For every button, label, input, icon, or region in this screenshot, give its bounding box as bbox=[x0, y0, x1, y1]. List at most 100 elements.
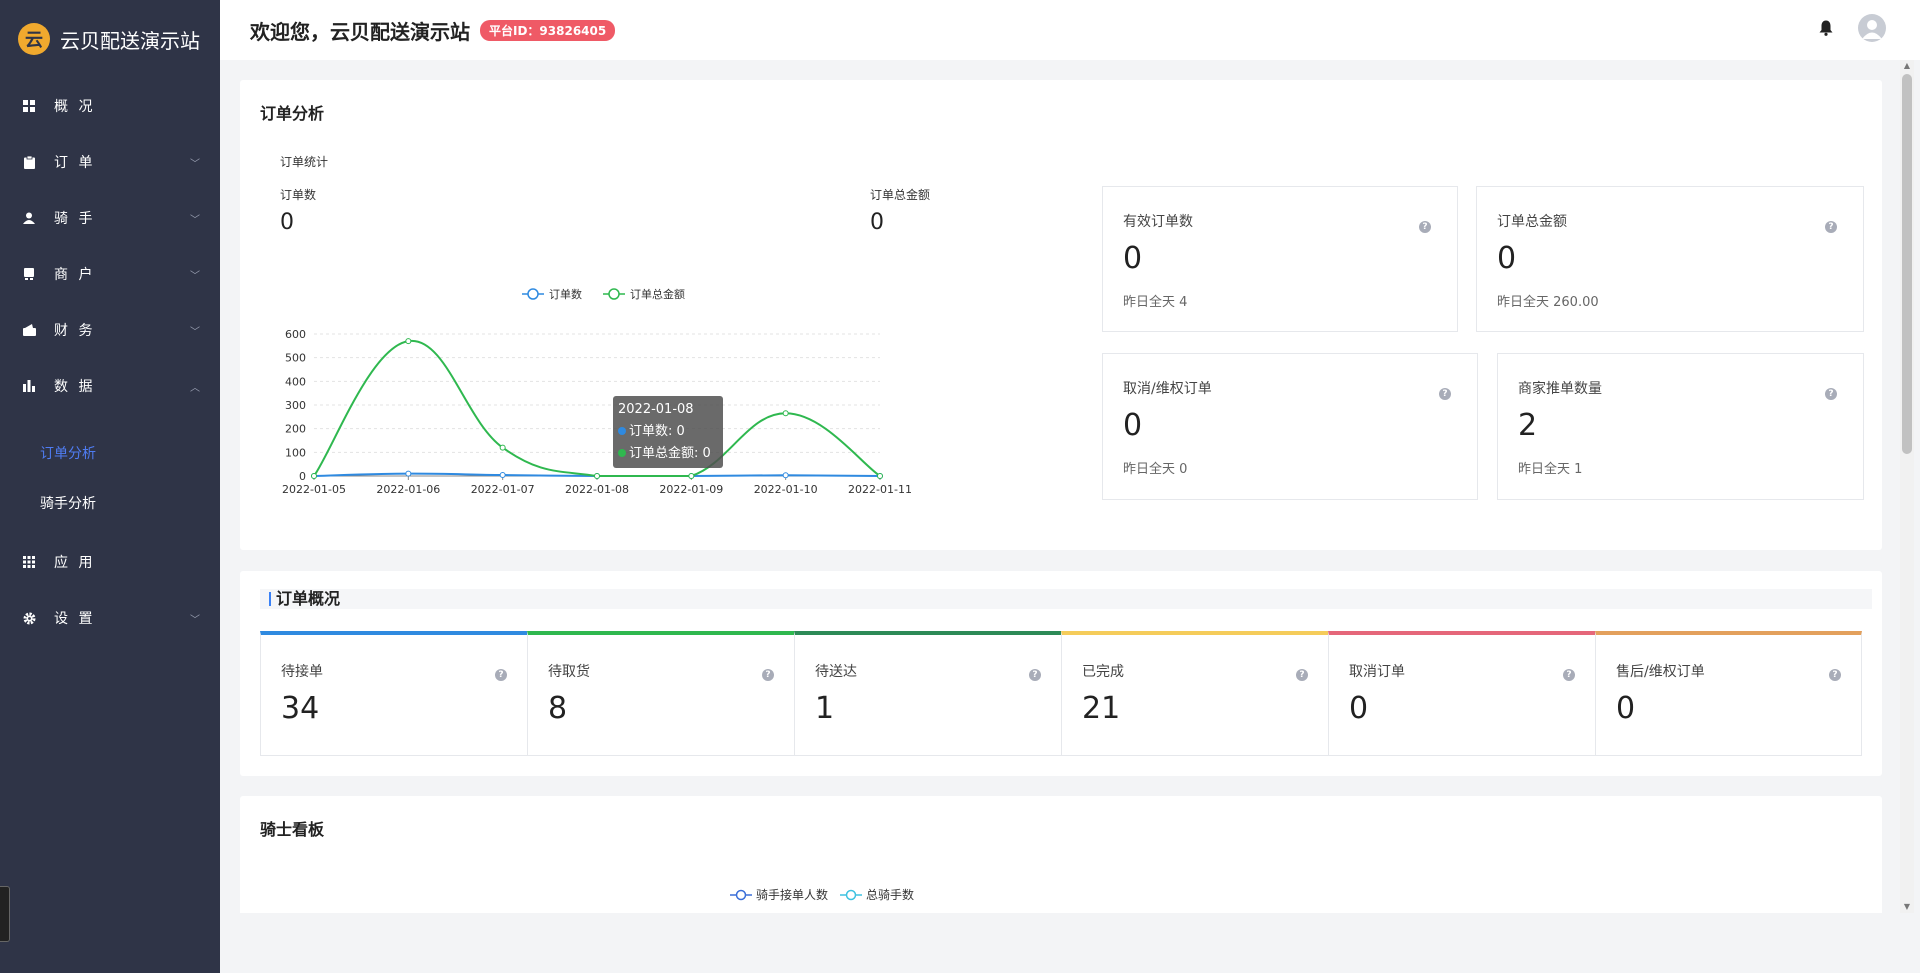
overview-stat-label: 已完成 bbox=[1082, 664, 1124, 680]
order-overview-title: 订单概况 bbox=[260, 589, 1872, 609]
avatar[interactable] bbox=[1858, 14, 1886, 42]
x-tick-label: 2022-01-05 bbox=[282, 483, 346, 496]
legend-item[interactable]: 订单总金额 bbox=[603, 287, 685, 301]
data-point[interactable] bbox=[594, 473, 600, 479]
sidebar-subitem-order-analysis[interactable]: 订单分析 bbox=[40, 446, 96, 462]
help-icon[interactable]: ? bbox=[762, 669, 774, 681]
sidebar-item-data[interactable]: 数 据 ︿ bbox=[0, 358, 220, 414]
sidebar-item-riders[interactable]: 骑 手 ﹀ bbox=[0, 190, 220, 246]
sidebar-item-label: 数 据 bbox=[54, 379, 96, 395]
brand[interactable]: 云 云贝配送演示站 bbox=[0, 0, 220, 78]
help-icon[interactable]: ? bbox=[1825, 221, 1837, 233]
order-analysis-title: 订单分析 bbox=[260, 104, 325, 123]
legend-label: 订单总金额 bbox=[630, 287, 685, 301]
sidebar-item-label: 订 单 bbox=[54, 155, 96, 171]
y-tick-label: 200 bbox=[285, 423, 306, 436]
stat-sub: 昨日全天 260.00 bbox=[1497, 295, 1599, 310]
overview-stat-box: 售后/维权订单? 0 bbox=[1595, 631, 1862, 756]
overview-stat-label: 取消订单 bbox=[1349, 664, 1405, 680]
stat-card-cancel-orders: 取消/维权订单 ? 0 昨日全天 0 bbox=[1102, 353, 1478, 500]
clipboard-icon bbox=[22, 155, 36, 169]
scrollbar-thumb[interactable] bbox=[1902, 74, 1912, 454]
sidebar-item-label: 设 置 bbox=[54, 611, 96, 627]
stat-label: 取消/维权订单 bbox=[1123, 381, 1212, 397]
help-icon[interactable]: ? bbox=[1029, 669, 1041, 681]
help-icon[interactable]: ? bbox=[1419, 221, 1431, 233]
legend-marker-icon bbox=[608, 288, 620, 300]
overview-stat-value: 8 bbox=[548, 691, 568, 726]
sidebar-item-merchants[interactable]: 商 户 ﹀ bbox=[0, 246, 220, 302]
y-tick-label: 400 bbox=[285, 375, 306, 388]
user-icon bbox=[22, 211, 36, 225]
overview-stat-label: 售后/维权订单 bbox=[1616, 664, 1705, 680]
data-point[interactable] bbox=[782, 410, 789, 417]
data-point[interactable] bbox=[405, 338, 412, 345]
scroll-up-icon[interactable]: ▲ bbox=[1903, 61, 1911, 70]
sidebar-item-label: 财 务 bbox=[54, 323, 96, 339]
help-icon[interactable]: ? bbox=[1825, 388, 1837, 400]
dashboard-icon bbox=[22, 99, 36, 113]
sidebar-item-label: 商 户 bbox=[54, 267, 96, 283]
overview-stat-value: 0 bbox=[1349, 691, 1369, 726]
data-point[interactable] bbox=[688, 473, 695, 479]
chevron-down-icon: ﹀ bbox=[190, 326, 200, 338]
sidebar-item-overview[interactable]: 概 况 bbox=[0, 78, 220, 134]
data-point[interactable] bbox=[499, 444, 506, 451]
legend-item[interactable]: 骑手接单人数 bbox=[730, 886, 828, 903]
data-point[interactable] bbox=[405, 470, 412, 477]
help-icon[interactable]: ? bbox=[1563, 669, 1575, 681]
y-tick-label: 300 bbox=[285, 399, 306, 412]
tooltip-marker-icon bbox=[618, 427, 626, 435]
data-point[interactable] bbox=[311, 473, 317, 479]
stat-label: 有效订单数 bbox=[1123, 214, 1193, 230]
legend-label: 骑手接单人数 bbox=[756, 888, 829, 902]
stat-sub: 昨日全天 4 bbox=[1123, 295, 1188, 310]
x-tick-label: 2022-01-07 bbox=[471, 483, 535, 496]
legend-item[interactable]: 订单数 bbox=[522, 288, 582, 301]
scroll-down-icon[interactable]: ▼ bbox=[1903, 902, 1911, 911]
data-point[interactable] bbox=[782, 472, 789, 479]
x-tick-label: 2022-01-06 bbox=[376, 483, 440, 496]
main-content: 订单分析 订单统计 订单数 0 订单总金额 0 订单数 订单总金额 0 100 200 3… bbox=[220, 60, 1900, 913]
sidebar-collapse-handle[interactable] bbox=[0, 886, 10, 942]
data-point[interactable] bbox=[877, 473, 883, 479]
rider-board-card: 骑士看板 骑手接单人数 总骑手数 bbox=[240, 796, 1882, 913]
bell-icon[interactable] bbox=[1816, 18, 1836, 38]
sidebar-item-label: 概 况 bbox=[54, 99, 96, 115]
stat-sub: 昨日全天 1 bbox=[1518, 462, 1583, 477]
chart-header: 订单统计 bbox=[280, 155, 329, 169]
help-icon[interactable]: ? bbox=[1829, 669, 1841, 681]
data-point[interactable] bbox=[499, 472, 506, 479]
legend-item[interactable]: 总骑手数 bbox=[840, 886, 914, 903]
legend-marker-icon bbox=[527, 288, 539, 300]
page-scrollbar[interactable]: ▲ ▼ bbox=[1900, 60, 1914, 913]
gear-icon bbox=[22, 611, 36, 625]
order-amount-value: 0 bbox=[870, 210, 884, 235]
bar-chart-icon bbox=[22, 379, 36, 393]
overview-stat-box: 取消订单? 0 bbox=[1328, 631, 1596, 756]
sidebar-subitem-rider-analysis[interactable]: 骑手分析 bbox=[40, 496, 96, 512]
sidebar-item-orders[interactable]: 订 单 ﹀ bbox=[0, 134, 220, 190]
sidebar-item-label: 骑 手 bbox=[54, 211, 96, 227]
overview-stat-value: 1 bbox=[815, 691, 835, 726]
overview-stat-value: 21 bbox=[1082, 691, 1121, 726]
stat-card-merchant-push: 商家推单数量 ? 2 昨日全天 1 bbox=[1497, 353, 1864, 500]
sidebar-item-settings[interactable]: 设 置 ﹀ bbox=[0, 590, 220, 646]
sidebar-item-label: 应 用 bbox=[54, 555, 96, 571]
help-icon[interactable]: ? bbox=[495, 669, 507, 681]
stat-label: 商家推单数量 bbox=[1518, 381, 1602, 397]
sidebar-item-finance[interactable]: 财 务 ﹀ bbox=[0, 302, 220, 358]
legend-label: 总骑手数 bbox=[866, 888, 915, 902]
sidebar-item-apps[interactable]: 应 用 bbox=[0, 534, 220, 590]
stat-value: 2 bbox=[1518, 408, 1538, 443]
help-icon[interactable]: ? bbox=[1296, 669, 1308, 681]
platform-id-badge: 平台ID：93826405 bbox=[480, 19, 616, 41]
stat-sub: 昨日全天 0 bbox=[1123, 462, 1188, 477]
chart-tooltip: 2022-01-08 订单数: 0 订单总金额: 0 bbox=[613, 396, 723, 468]
topbar: 欢迎您，云贝配送演示站 平台ID：93826405 bbox=[220, 0, 1920, 60]
overview-stat-label: 待送达 bbox=[815, 664, 857, 680]
y-tick-label: 0 bbox=[299, 470, 306, 483]
overview-stat-label: 待接单 bbox=[281, 664, 323, 680]
y-tick-label: 600 bbox=[285, 328, 306, 341]
help-icon[interactable]: ? bbox=[1439, 388, 1451, 400]
